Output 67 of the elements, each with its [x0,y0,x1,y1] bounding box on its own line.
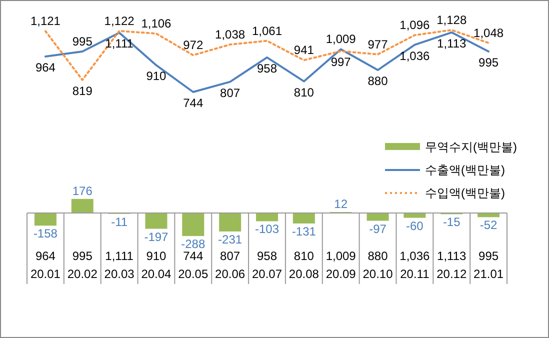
text: 1,113 [437,249,467,263]
x-tick-label: 20.10 [362,267,394,281]
x-tick-label: 20.04 [141,267,172,281]
data-label: 995 [72,34,93,48]
data-label: 1,106 [141,16,172,31]
data-label: -288 [181,237,206,252]
data-label: 972 [183,38,204,52]
data-label: 964 [35,60,56,74]
data-label: 880 [368,74,388,88]
text: 810 [294,249,314,263]
data-label: 958 [256,61,278,76]
text: 958 [256,249,278,263]
x-tick-label: 20.03 [104,267,135,281]
legend-label: 수출액(백만불) [425,163,505,177]
data-label: -131 [292,224,316,238]
data-label: 12 [334,197,348,212]
data-label: 1,009 [326,32,356,46]
data-label: -60 [406,218,424,233]
text: 995 [72,249,93,263]
data-label: -15 [442,215,461,230]
x-tick-label: 20.01 [30,267,61,281]
data-label: 1,061 [252,24,282,38]
data-label: -197 [144,230,169,244]
text: 1,009 [326,249,356,263]
data-label: 1,048 [474,26,504,40]
data-label: -97 [369,222,387,236]
x-tick-label: 20.09 [326,267,356,281]
text: 910 [146,249,167,263]
data-label: 1,128 [436,13,467,27]
data-label: 1,038 [215,28,246,42]
data-label: 977 [368,37,388,52]
x-tick-label: 21.01 [474,267,504,281]
x-tick-label: 20.05 [178,267,208,281]
data-label: -52 [480,218,498,232]
data-label: 1,122 [104,14,135,28]
data-label: -11 [111,214,128,229]
data-label: 941 [294,43,314,58]
data-label: -231 [218,232,242,246]
data-label: 810 [294,85,314,100]
text: 995 [478,249,499,263]
text: 1,111 [105,249,134,263]
text: 880 [368,249,388,263]
x-tick-label: 20.07 [252,267,282,281]
data-label: 819 [72,84,93,98]
data-label: -103 [254,222,280,236]
data-label: 1,121 [30,14,61,28]
data-label: 1,096 [400,18,430,32]
legend-label: 무역수지(백만불) [425,140,517,154]
data-label: 997 [330,55,352,70]
data-label: 910 [146,69,167,84]
x-tick-label: 20.11 [400,267,430,281]
data-label: -158 [33,226,58,241]
text: 964 [35,249,56,263]
data-label: 1,113 [437,36,467,50]
data-label: 1,036 [400,48,430,63]
data-label: 176 [72,184,93,198]
legend-label: 수입액(백만불) [425,186,505,200]
x-tick-label: 20.02 [67,267,98,281]
text: 1,036 [400,249,430,263]
x-tick-label: 20.08 [288,267,320,281]
x-tick-label: 20.06 [215,267,246,281]
data-label: 995 [478,55,499,70]
data-label: 807 [220,86,240,100]
x-tick-label: 20.12 [436,267,467,281]
data-label: 744 [183,96,204,110]
text: 807 [220,249,240,263]
text: 744 [183,249,204,263]
